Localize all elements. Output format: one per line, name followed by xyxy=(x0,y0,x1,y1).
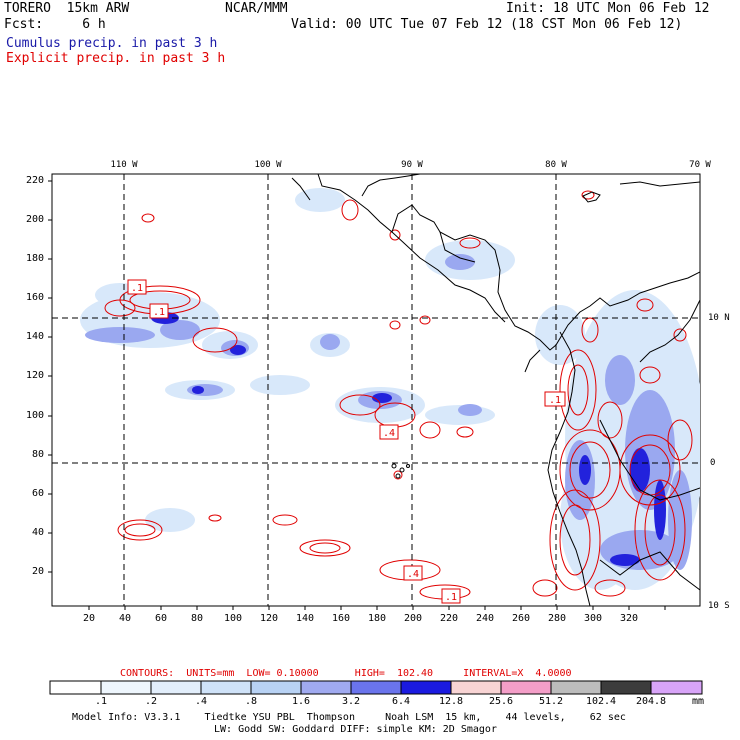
init-time: Init: 18 UTC Mon 06 Feb 12 xyxy=(506,1,710,16)
forecast-hour: Fcst: 6 h xyxy=(4,17,106,32)
colorbar-boxes xyxy=(49,680,703,695)
axis-ticks xyxy=(48,180,666,610)
colorbar-label: 3.2 xyxy=(341,696,361,707)
contour-info: CONTOURS: UNITS=mm LOW= 0.10000 HIGH= 10… xyxy=(120,668,572,679)
lon-label-110w: 110 W xyxy=(110,160,138,170)
organization-label: NCAR/MMM xyxy=(225,1,288,16)
explicit-precip-contours xyxy=(104,190,693,600)
colorbar-label: 6.4 xyxy=(391,696,411,707)
latlon-grid xyxy=(52,174,700,606)
colorbar-label: 204.8 xyxy=(635,696,667,707)
x-tick: 180 xyxy=(367,613,387,624)
y-tick: 200 xyxy=(25,214,44,225)
colorbar-label: .2 xyxy=(144,696,158,707)
lat-label-0: 0 xyxy=(710,458,716,468)
model-info: Model Info: V3.3.1 Tiedtke YSU PBL Thomp… xyxy=(72,712,626,723)
explicit-legend: Explicit precip. in past 3 h xyxy=(6,51,226,66)
x-tick: 140 xyxy=(295,613,315,624)
colorbar-label: .4 xyxy=(194,696,208,707)
y-tick: 180 xyxy=(25,253,44,264)
x-tick: 240 xyxy=(475,613,495,624)
y-tick: 60 xyxy=(31,488,44,499)
galapagos-islands xyxy=(391,463,410,479)
lat-label-10n: 10 N xyxy=(708,313,730,323)
y-tick: 40 xyxy=(31,527,44,538)
colorbar-unit: mm xyxy=(691,696,705,707)
box-label-6: .1 xyxy=(445,592,457,603)
x-tick: 120 xyxy=(259,613,279,624)
colorbar-label: 1.6 xyxy=(291,696,311,707)
box-label-1: .1 xyxy=(131,283,143,294)
lat-label-10s: 10 S xyxy=(708,601,730,611)
x-tick: 60 xyxy=(154,613,168,624)
contour-label-boxes xyxy=(127,279,566,604)
colorbar-label: 12.8 xyxy=(438,696,464,707)
x-tick: 300 xyxy=(583,613,603,624)
colorbar-label: 102.4 xyxy=(585,696,617,707)
contour-label-text: .1 .1 .1 .4 .4 .1 xyxy=(131,283,561,603)
x-tick: 280 xyxy=(547,613,567,624)
colorbar-label: .8 xyxy=(244,696,258,707)
x-tick: 200 xyxy=(403,613,423,624)
y-tick: 160 xyxy=(25,292,44,303)
x-tick: 220 xyxy=(439,613,459,624)
cumulus-legend: Cumulus precip. in past 3 h xyxy=(6,36,218,51)
y-tick: 120 xyxy=(25,370,44,381)
coastlines xyxy=(291,174,700,606)
y-tick: 80 xyxy=(31,449,44,460)
y-tick: 140 xyxy=(25,331,44,342)
x-tick: 40 xyxy=(118,613,132,624)
y-tick: 20 xyxy=(31,566,44,577)
lon-label-90w: 90 W xyxy=(401,160,423,170)
colorbar-label: 25.6 xyxy=(488,696,514,707)
box-label-4: .4 xyxy=(383,428,395,439)
x-tick: 20 xyxy=(82,613,96,624)
y-tick: 220 xyxy=(25,175,44,186)
box-label-2: .1 xyxy=(153,307,165,318)
lon-label-100w: 100 W xyxy=(254,160,282,170)
valid-time: Valid: 00 UTC Tue 07 Feb 12 (18 CST Mon … xyxy=(291,17,683,32)
physics-info: LW: Godd SW: Goddard DIFF: simple KM: 2D… xyxy=(214,724,497,735)
lon-label-80w: 80 W xyxy=(545,160,567,170)
x-tick: 100 xyxy=(223,613,243,624)
x-tick: 260 xyxy=(511,613,531,624)
x-tick: 80 xyxy=(190,613,204,624)
model-title: TORERO 15km ARW xyxy=(4,1,130,16)
x-tick: 320 xyxy=(619,613,639,624)
box-label-5: .4 xyxy=(407,569,419,580)
heavy-precip-areas xyxy=(151,312,666,566)
colorbar-label: 51.2 xyxy=(538,696,564,707)
y-tick: 100 xyxy=(25,410,44,421)
lon-label-70w: 70 W xyxy=(689,160,711,170)
box-label-3: .1 xyxy=(549,395,561,406)
x-tick: 160 xyxy=(331,613,351,624)
colorbar-label: .1 xyxy=(94,696,108,707)
